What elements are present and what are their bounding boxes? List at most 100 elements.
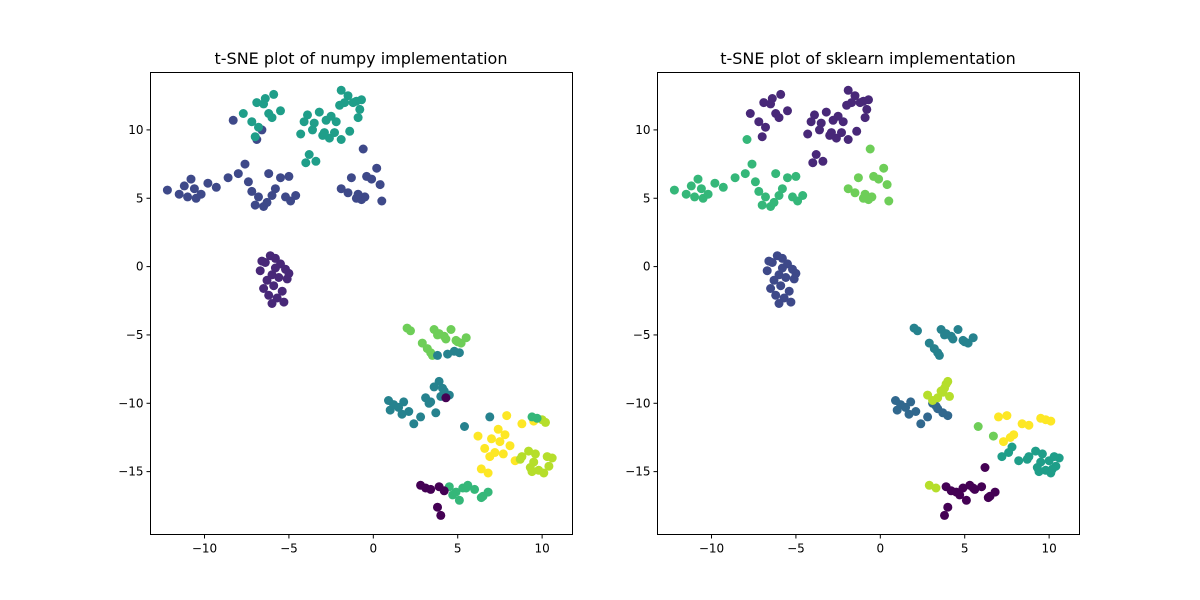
scatter-point: [502, 411, 512, 421]
scatter-point: [1024, 420, 1034, 430]
scatter-point: [696, 184, 706, 194]
scatter-point: [262, 275, 272, 285]
scatter-point: [308, 125, 317, 135]
scatter-point: [243, 177, 253, 187]
scatter-point: [276, 106, 285, 116]
scatter-point: [525, 463, 535, 472]
scatter-point: [988, 431, 998, 441]
x-tick-label: 5: [961, 542, 969, 556]
scatter-point: [433, 502, 442, 512]
scatter-point: [771, 290, 781, 300]
scatter-point: [936, 386, 946, 396]
scatter-point: [953, 325, 963, 334]
scatter-point: [994, 412, 1003, 422]
scatter-point: [438, 383, 447, 393]
scatter-point: [314, 107, 324, 117]
scatter-point: [270, 184, 280, 194]
scatter-point: [331, 117, 341, 127]
scatter-point: [335, 100, 345, 110]
scatter-point: [1005, 433, 1015, 442]
scatter-point: [808, 158, 818, 168]
scatter-point: [940, 330, 949, 340]
scatter-point: [336, 135, 346, 144]
chart-title-numpy: t-SNE plot of numpy implementation: [215, 49, 508, 68]
scatter-point: [742, 135, 752, 144]
scatter-point: [745, 109, 755, 118]
scatter-point: [351, 96, 361, 106]
scatter-point: [960, 337, 970, 347]
scatter-point: [977, 482, 987, 492]
scatter-point: [495, 437, 505, 447]
scatter-point: [461, 483, 471, 493]
x-tick-label: 10: [534, 542, 549, 556]
scatter-point: [961, 495, 971, 505]
scatter-point: [766, 284, 776, 293]
scatter-point: [406, 326, 415, 336]
scatter-point: [730, 173, 740, 183]
scatter-point: [774, 113, 784, 123]
scatter-point: [948, 334, 958, 344]
scatter-point: [284, 171, 294, 181]
scatter-point: [303, 110, 312, 120]
scatter-point: [747, 159, 757, 169]
scatter-point: [250, 200, 260, 210]
scatter-point: [426, 484, 436, 494]
scatter-point: [358, 144, 368, 154]
scatter-point: [485, 412, 495, 422]
scatter-point: [703, 189, 713, 199]
scatter-point: [761, 122, 770, 132]
scatter-point: [267, 299, 277, 308]
y-tick-label: −15: [118, 465, 143, 479]
y-tick-label: −5: [633, 328, 651, 342]
scatter-point: [269, 281, 279, 291]
scatter-point: [291, 191, 301, 200]
y-tick-label: 0: [643, 260, 651, 274]
scatter-point: [353, 189, 363, 199]
scatter-point: [789, 274, 799, 284]
scatter-point: [247, 117, 257, 127]
scatter-point: [515, 454, 525, 464]
y-axis-ticks-numpy: −15 −10 −5 0 5 10: [118, 123, 151, 479]
scatter-point: [945, 391, 954, 401]
scatter-point: [448, 490, 458, 500]
scatter-point: [260, 94, 270, 103]
scatter-point: [409, 419, 419, 429]
scatter-point: [367, 174, 377, 184]
scatter-point: [353, 113, 363, 123]
scatter-point: [296, 129, 306, 139]
scatter-point: [913, 326, 922, 336]
scatter-point: [686, 181, 696, 191]
subplot-sklearn: t-SNE plot of sklearn implementation −10…: [625, 49, 1080, 556]
scatter-point: [276, 173, 285, 183]
scatter-point: [174, 189, 184, 199]
scatter-point: [1048, 464, 1057, 474]
y-tick-label: 5: [136, 191, 144, 205]
scatter-point: [223, 173, 233, 183]
scatter-point: [867, 192, 877, 202]
scatter-point: [879, 163, 889, 173]
scatter-point: [269, 89, 279, 99]
scatter-point: [309, 118, 319, 128]
scatter-point: [968, 333, 978, 343]
scatter-point: [264, 169, 274, 179]
scatter-point: [461, 333, 471, 343]
scatter-point: [345, 126, 355, 136]
scatter-point: [762, 266, 772, 276]
scatter-point: [818, 156, 828, 166]
scatter-point: [397, 409, 407, 419]
scatter-point: [189, 184, 199, 194]
scatter-point: [690, 192, 700, 202]
scatter-point: [769, 275, 779, 285]
scatter-point: [821, 107, 831, 117]
y-tick-label: 10: [128, 123, 143, 137]
x-tick-label: 0: [369, 542, 377, 556]
scatter-point: [250, 132, 260, 142]
scatter-point: [179, 181, 189, 191]
scatter-point: [460, 422, 469, 431]
scatter-point: [761, 192, 770, 202]
scatter-point: [815, 125, 824, 135]
scatter-point: [837, 128, 846, 138]
scatter-point: [1031, 446, 1041, 456]
scatter-point: [377, 196, 387, 206]
scatter-point: [453, 337, 463, 347]
